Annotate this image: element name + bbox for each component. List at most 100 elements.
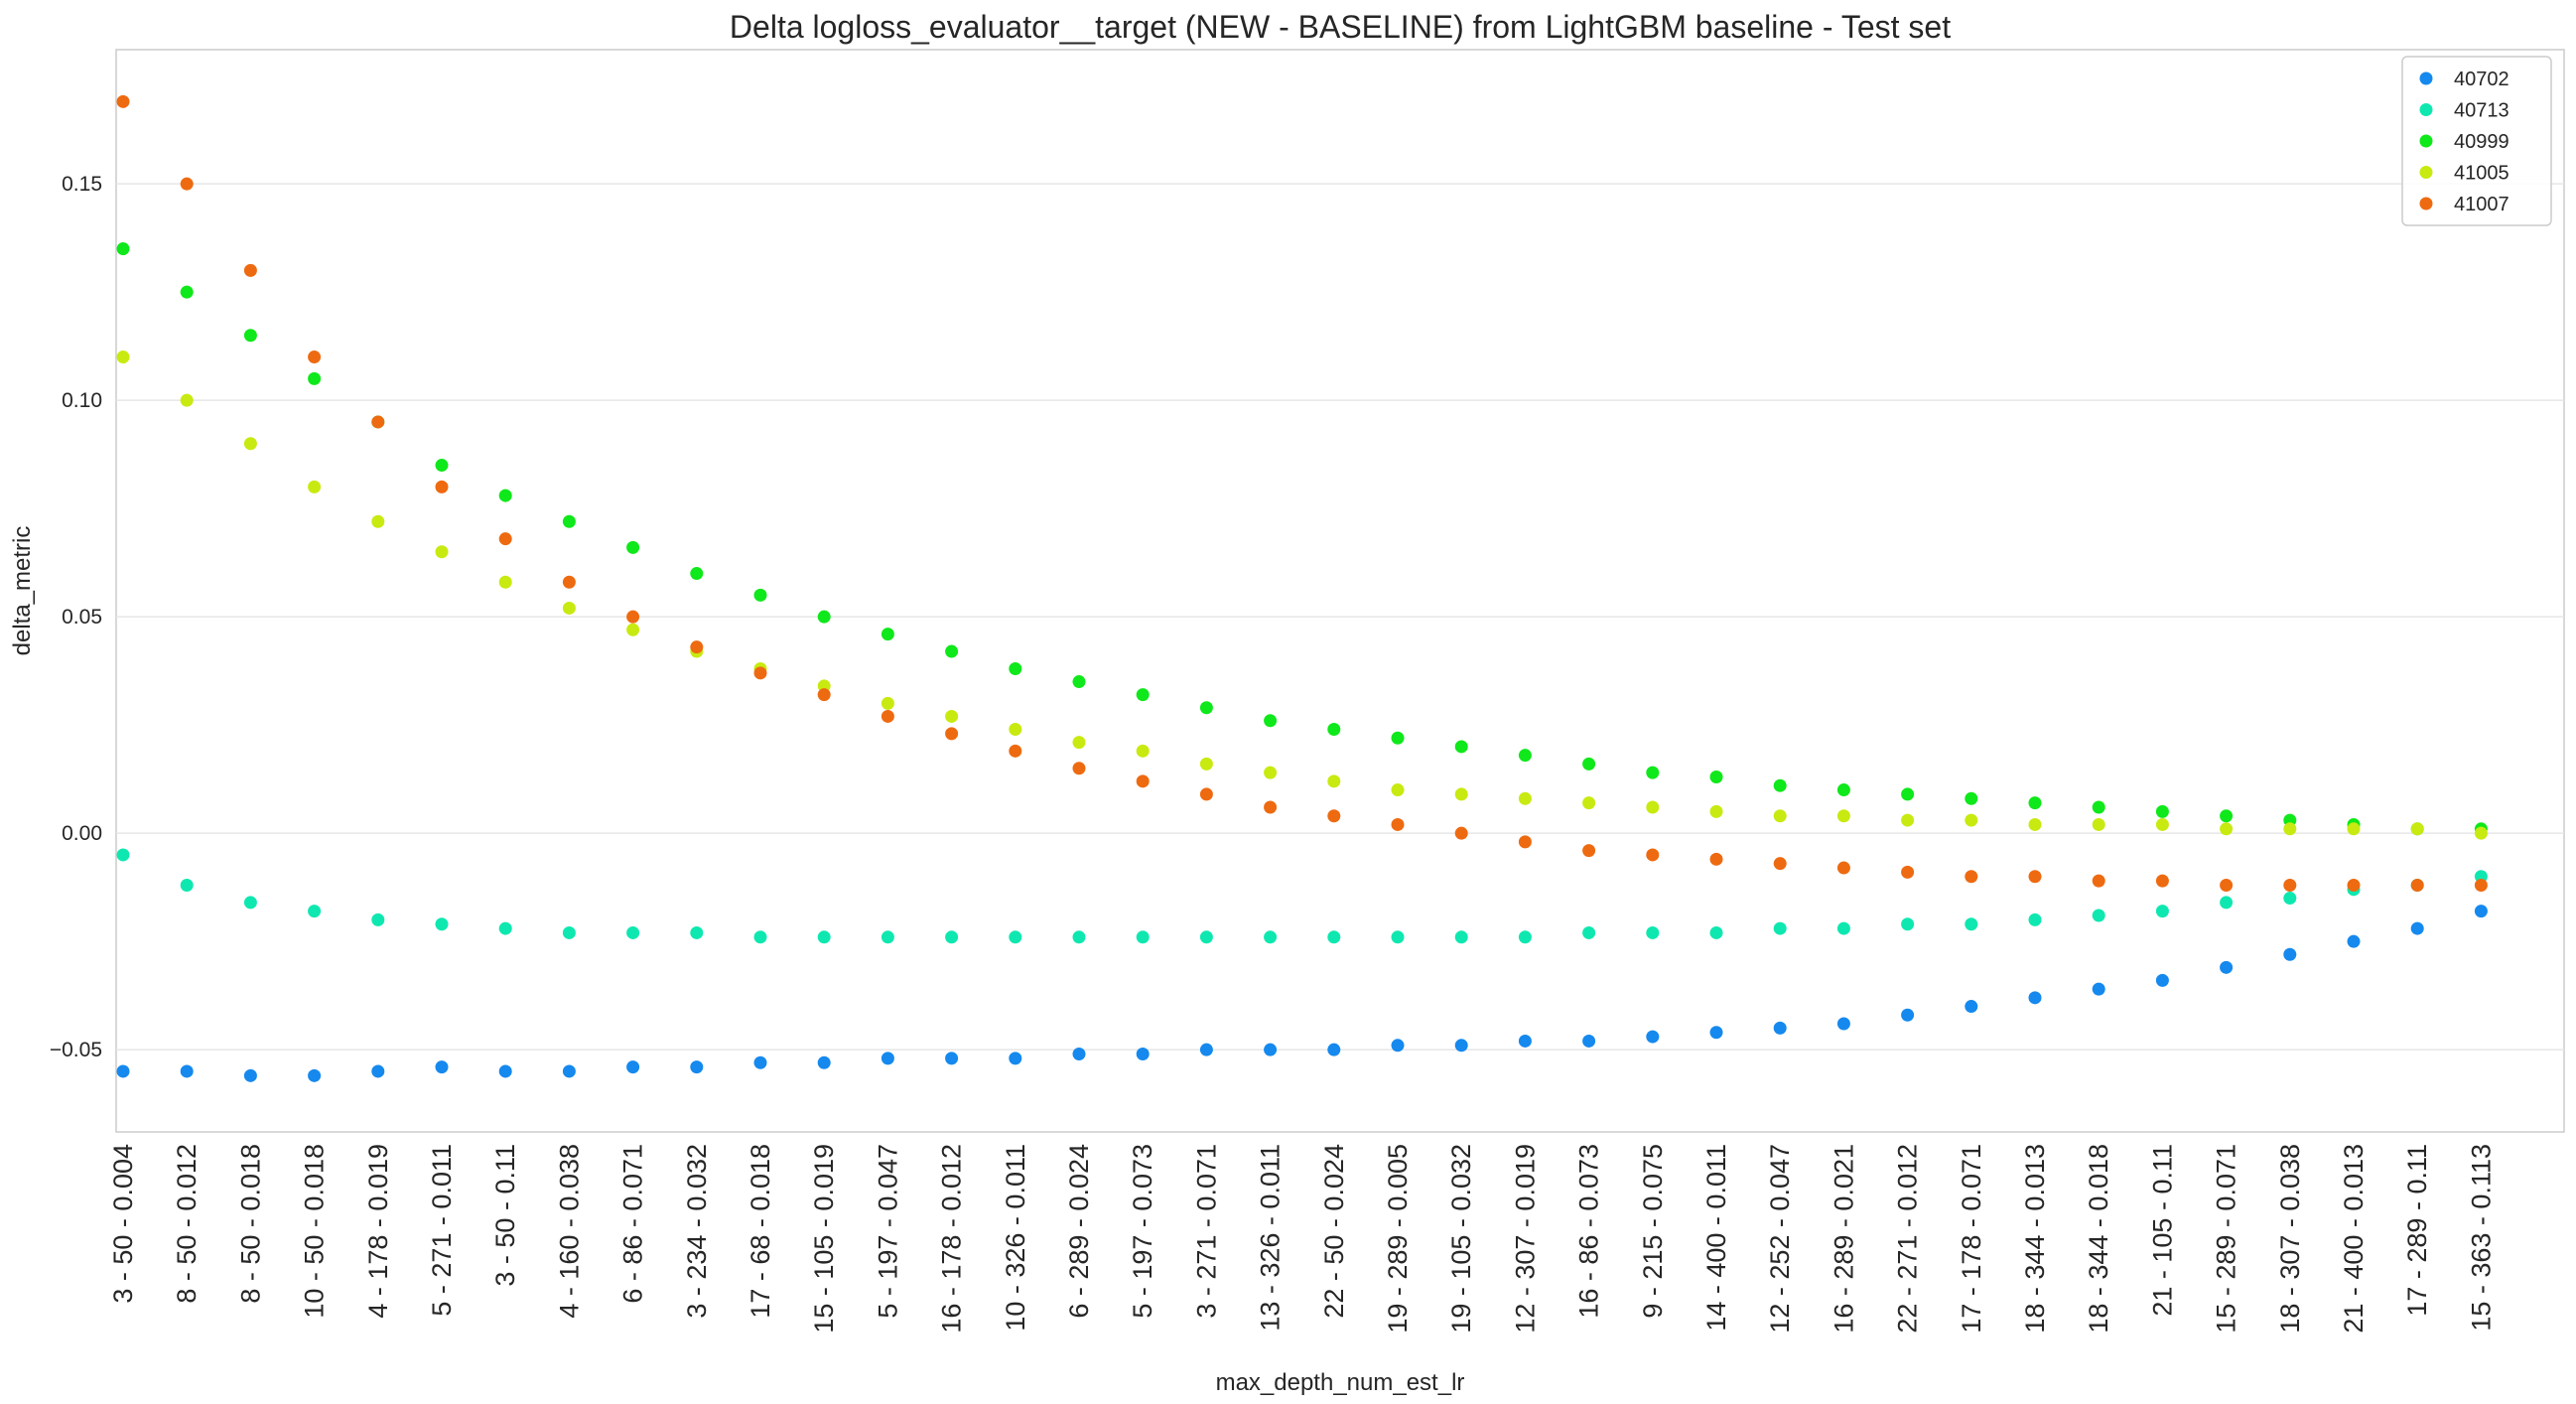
- point-40702: [945, 1052, 959, 1065]
- point-40702: [1072, 1048, 1086, 1061]
- point-40713: [2283, 892, 2297, 906]
- point-40999: [2220, 809, 2234, 823]
- point-41005: [1646, 800, 1660, 814]
- point-40999: [1773, 778, 1787, 792]
- point-41005: [435, 545, 449, 559]
- point-41007: [2155, 874, 2169, 888]
- point-40999: [1836, 783, 1850, 797]
- point-40999: [1709, 770, 1723, 783]
- legend-marker: [2419, 197, 2433, 211]
- point-40702: [1264, 1043, 1278, 1056]
- point-40702: [1836, 1017, 1850, 1031]
- point-41005: [626, 623, 640, 636]
- point-40999: [753, 588, 767, 602]
- point-41005: [116, 351, 130, 364]
- point-40702: [2028, 991, 2042, 1005]
- point-40713: [371, 913, 385, 926]
- x-axis-ticks: 3 - 50 - 0.004 8 - 50 - 0.012 8 - 50 - 0.0…: [108, 1144, 2496, 1334]
- point-40702: [2155, 973, 2169, 987]
- point-40999: [1136, 688, 1150, 702]
- point-40702: [2220, 960, 2234, 974]
- point-41005: [1136, 744, 1150, 758]
- point-40702: [180, 1064, 194, 1078]
- point-40999: [1454, 740, 1468, 754]
- point-40713: [1646, 925, 1660, 939]
- point-40999: [243, 329, 257, 343]
- point-40713: [498, 921, 512, 935]
- point-40999: [690, 567, 704, 581]
- point-41007: [116, 94, 130, 108]
- point-41005: [1264, 766, 1278, 779]
- point-41007: [690, 640, 704, 654]
- point-40713: [2155, 905, 2169, 918]
- point-41005: [2220, 822, 2234, 836]
- point-41005: [1836, 809, 1850, 823]
- point-40713: [435, 917, 449, 931]
- point-40999: [1582, 757, 1596, 771]
- point-40999: [2155, 804, 2169, 818]
- point-41007: [1136, 774, 1150, 788]
- point-40999: [881, 628, 894, 641]
- point-40999: [1901, 787, 1915, 801]
- point-41005: [1454, 787, 1468, 801]
- point-41007: [626, 610, 640, 624]
- x-tick-label: 9 - 215 - 0.075: [1638, 1144, 1668, 1319]
- point-41007: [881, 709, 894, 723]
- x-tick-label: 12 - 252 - 0.047: [1765, 1144, 1795, 1334]
- legend-label: 40713: [2454, 100, 2509, 122]
- point-40713: [1327, 930, 1341, 944]
- point-40999: [1009, 661, 1022, 675]
- x-tick-label: 3 - 50 - 0.004: [108, 1144, 138, 1304]
- point-40702: [626, 1060, 640, 1074]
- point-41005: [1901, 813, 1915, 827]
- point-41007: [308, 351, 322, 364]
- x-tick-label: 6 - 86 - 0.071: [618, 1144, 648, 1304]
- point-41007: [243, 263, 257, 277]
- point-41005: [881, 696, 894, 710]
- point-40702: [881, 1052, 894, 1065]
- x-tick-label: 18 - 344 - 0.018: [2084, 1144, 2113, 1334]
- point-41005: [1072, 736, 1086, 750]
- point-41005: [308, 480, 322, 493]
- point-40702: [435, 1060, 449, 1074]
- point-40702: [308, 1068, 322, 1082]
- point-40702: [116, 1064, 130, 1078]
- x-axis-label: max_depth_num_est_lr: [1216, 1369, 1465, 1396]
- point-40713: [690, 925, 704, 939]
- point-41007: [2347, 878, 2361, 892]
- x-tick-label: 19 - 289 - 0.005: [1383, 1144, 1413, 1334]
- point-41007: [2220, 878, 2234, 892]
- point-40713: [1136, 930, 1150, 944]
- point-40702: [1709, 1026, 1723, 1040]
- point-41007: [498, 532, 512, 546]
- point-40713: [1518, 930, 1532, 944]
- y-axis-label: delta_metric: [9, 526, 36, 656]
- x-tick-label: 3 - 271 - 0.071: [1191, 1144, 1221, 1319]
- point-41005: [1391, 783, 1405, 797]
- point-40999: [180, 285, 194, 299]
- point-41005: [2092, 817, 2105, 831]
- point-40713: [1836, 921, 1850, 935]
- point-41007: [180, 177, 194, 191]
- x-tick-label: 10 - 50 - 0.018: [300, 1144, 330, 1319]
- point-40702: [562, 1064, 576, 1078]
- point-40713: [1009, 930, 1022, 944]
- point-40999: [1072, 675, 1086, 689]
- point-40999: [1646, 766, 1660, 779]
- point-40713: [2220, 896, 2234, 910]
- x-tick-label: 12 - 307 - 0.019: [1510, 1144, 1540, 1334]
- point-41007: [817, 688, 831, 702]
- x-tick-label: 16 - 86 - 0.073: [1574, 1144, 1604, 1319]
- point-40999: [1518, 749, 1532, 763]
- point-41005: [1009, 723, 1022, 737]
- y-tick-label: 0.00: [62, 822, 102, 845]
- point-41007: [1199, 787, 1213, 801]
- point-41007: [435, 480, 449, 493]
- legend-label: 41005: [2454, 163, 2509, 185]
- point-41005: [498, 575, 512, 589]
- x-tick-label: 5 - 271 - 0.011: [427, 1144, 457, 1317]
- point-41007: [1518, 835, 1532, 849]
- x-tick-label: 3 - 50 - 0.11: [490, 1144, 520, 1287]
- point-41005: [1199, 757, 1213, 771]
